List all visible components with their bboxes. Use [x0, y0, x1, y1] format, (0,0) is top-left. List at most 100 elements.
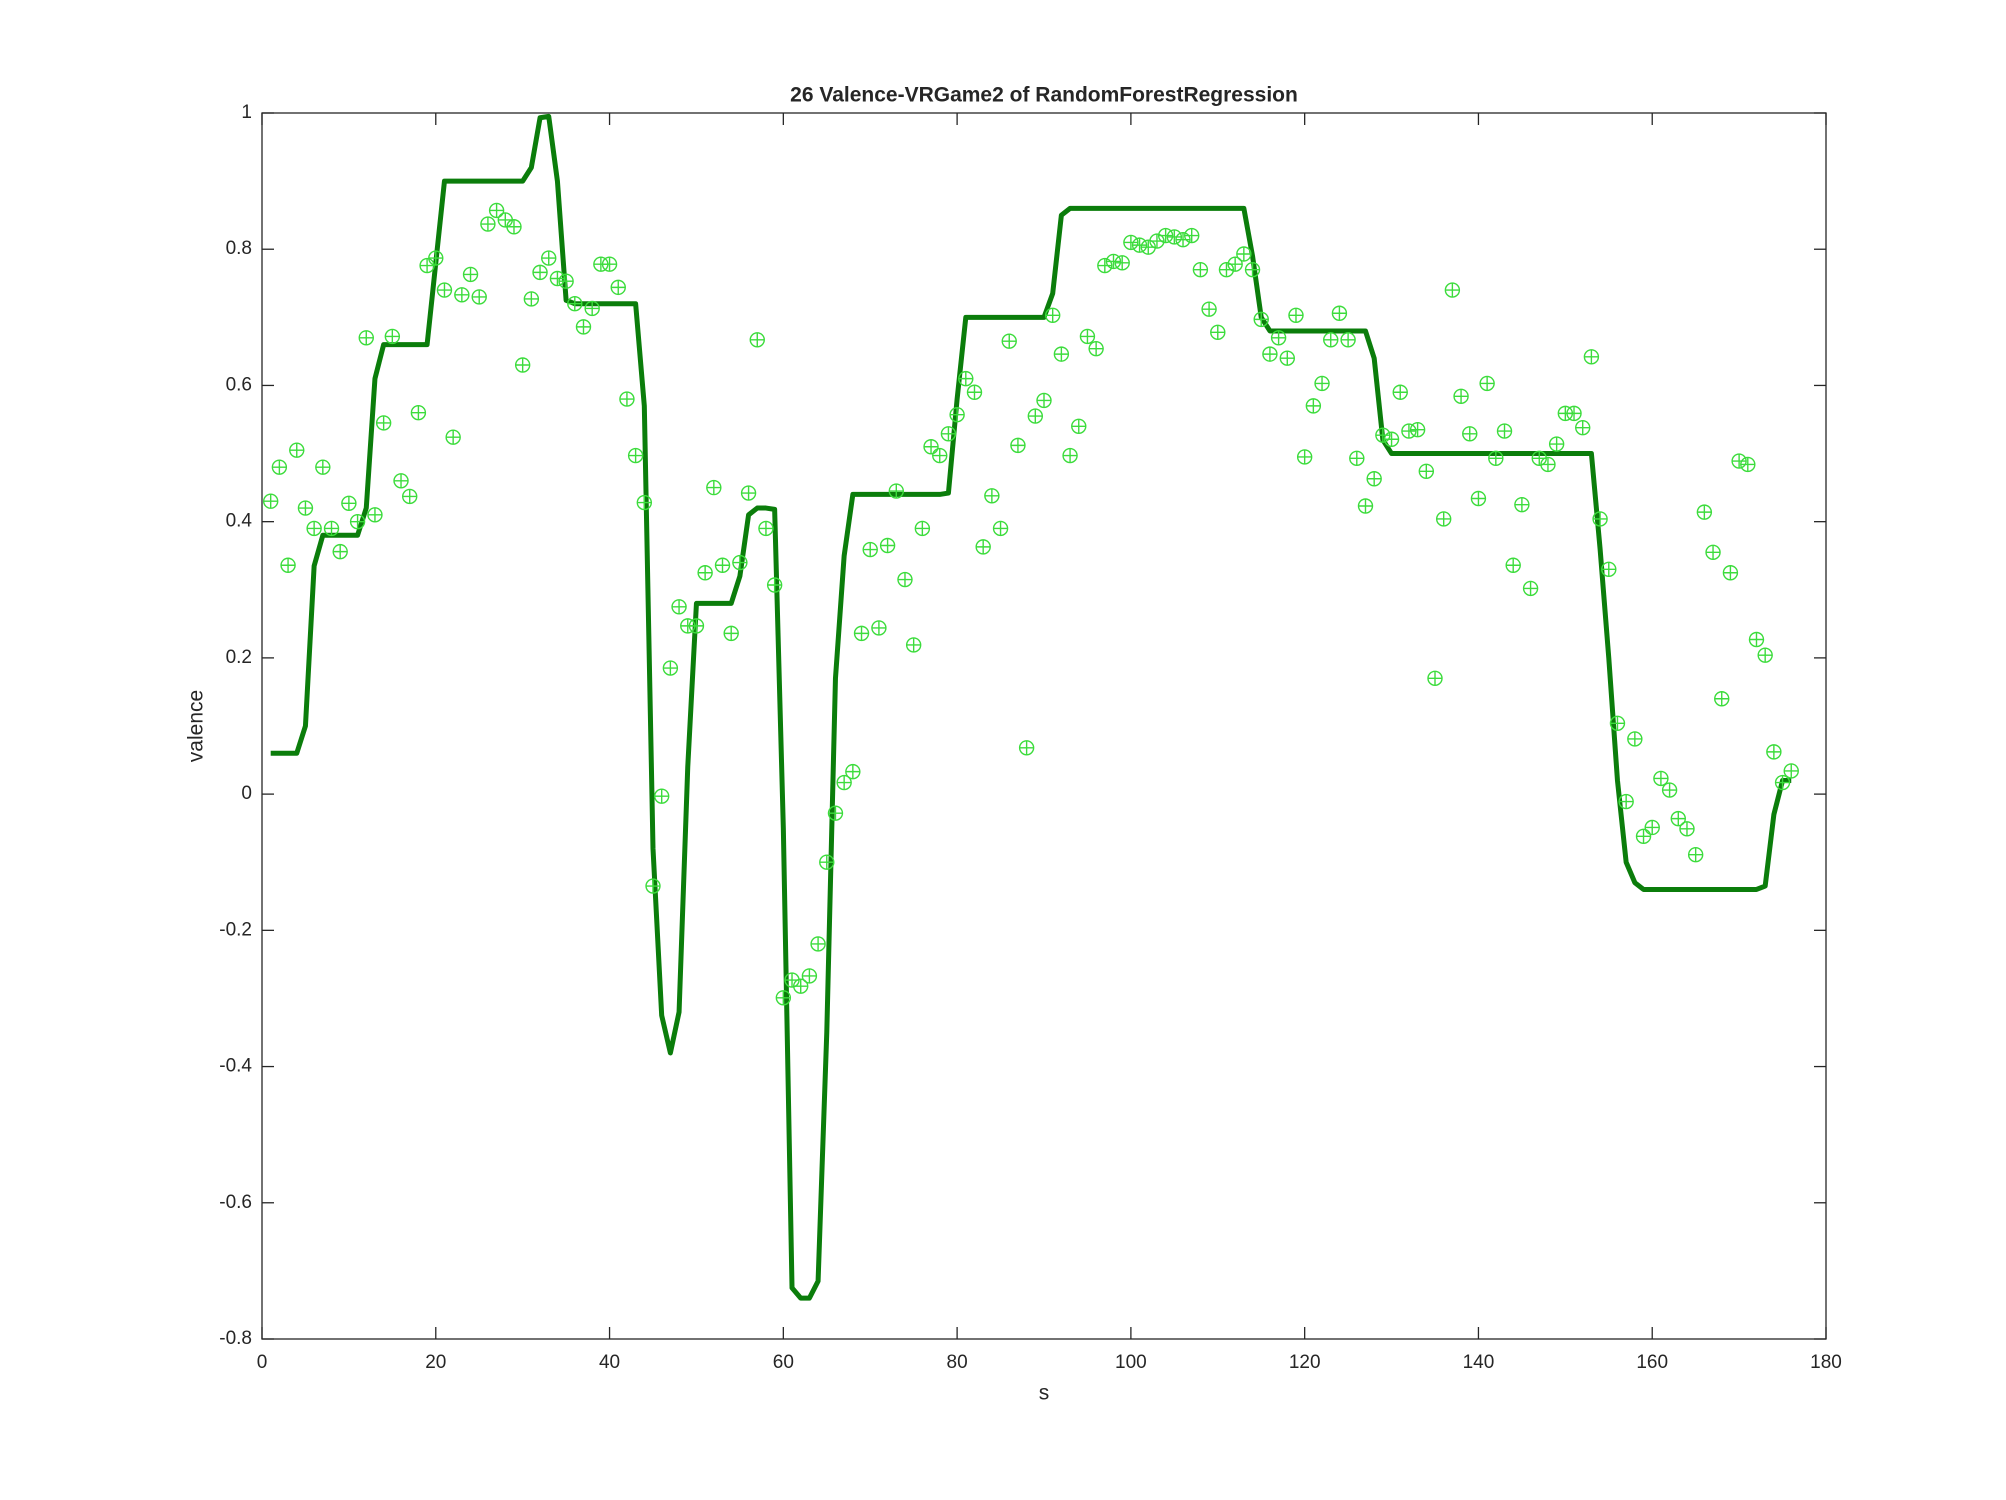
marker-plus: [715, 558, 730, 573]
scatter-point: [1236, 246, 1252, 262]
marker-plus: [750, 332, 765, 347]
scatter-point: [280, 557, 296, 573]
marker-plus: [1653, 771, 1668, 786]
marker-plus: [567, 296, 582, 311]
scatter-point: [410, 404, 427, 421]
scatter-point: [358, 330, 374, 346]
marker-plus: [663, 661, 678, 676]
marker-plus: [602, 257, 617, 272]
scatter-point: [897, 571, 913, 588]
marker-plus: [924, 439, 939, 454]
marker-plus: [1262, 347, 1277, 362]
scatter-point: [1401, 423, 1417, 439]
marker-plus: [672, 599, 687, 614]
scatter-point: [836, 774, 852, 791]
scatter-point: [1618, 793, 1634, 810]
marker-plus: [489, 203, 504, 218]
scatter-point: [1088, 340, 1104, 357]
y-tick-label: 0.2: [226, 647, 252, 668]
scatter-point: [1270, 330, 1287, 346]
scatter-point: [1053, 346, 1070, 362]
marker-plus: [889, 484, 904, 499]
scatter-point: [697, 565, 713, 581]
marker-plus: [1706, 545, 1721, 560]
marker-plus: [1236, 246, 1251, 261]
scatter-point: [419, 257, 435, 274]
scatter-point: [601, 256, 618, 272]
x-tick-label: 60: [773, 1352, 794, 1373]
scatter-point: [688, 618, 705, 634]
marker-plus: [533, 265, 548, 280]
scatter-point: [289, 442, 305, 458]
plot-frame: [261, 112, 1827, 1340]
marker-plus: [1601, 562, 1616, 577]
marker-plus: [724, 626, 739, 641]
marker-plus: [506, 219, 521, 234]
marker-plus: [950, 407, 965, 422]
marker-plus: [541, 251, 556, 266]
scatter-point: [532, 264, 548, 281]
scatter-point: [671, 599, 687, 615]
scatter-point: [1653, 770, 1669, 787]
scatter-point: [819, 854, 835, 870]
scatter-point: [1349, 450, 1365, 467]
marker-plus: [1401, 424, 1416, 439]
marker-plus: [1567, 406, 1582, 421]
marker-plus: [1358, 499, 1373, 514]
marker-plus: [1645, 820, 1660, 835]
marker-plus: [1454, 389, 1469, 404]
marker-plus: [1410, 422, 1425, 437]
marker-plus: [1462, 426, 1477, 441]
scatter-point: [402, 488, 418, 505]
scatter-point: [662, 660, 679, 676]
scatter-point: [1427, 670, 1443, 687]
scatter-point: [436, 282, 453, 298]
x-tick-label: 140: [1463, 1352, 1495, 1373]
marker-plus: [828, 806, 843, 821]
marker-plus: [1115, 255, 1130, 270]
scatter-point: [871, 620, 887, 636]
scatter-point: [740, 485, 757, 501]
scatter-point: [1418, 463, 1435, 479]
scatter-point: [428, 250, 444, 266]
marker-plus: [845, 764, 860, 779]
marker-plus: [1662, 783, 1677, 798]
scatter-point: [610, 279, 626, 296]
marker-plus: [1158, 228, 1173, 243]
scatter-point: [1488, 450, 1504, 467]
marker-plus: [1497, 424, 1512, 439]
marker-plus: [463, 267, 478, 282]
marker-plus: [1471, 491, 1486, 506]
scatter-point: [1062, 447, 1078, 464]
marker-plus: [515, 358, 530, 373]
scatter-point: [723, 625, 739, 642]
scatter-point: [888, 483, 904, 499]
marker-plus: [394, 473, 409, 488]
scatter-point: [1722, 565, 1739, 581]
chart-title: 26 Valence-VRGame2 of RandomForestRegres…: [790, 84, 1298, 107]
marker-plus: [793, 979, 808, 994]
scatter-point: [1435, 511, 1452, 527]
scatter-point: [445, 429, 461, 445]
marker-plus: [1714, 691, 1729, 706]
marker-plus: [1132, 238, 1147, 253]
marker-plus: [1193, 262, 1208, 277]
scatter-point: [775, 990, 792, 1006]
marker-plus: [1679, 821, 1694, 836]
marker-plus: [367, 507, 382, 522]
scatter-point: [1262, 346, 1278, 362]
scatter-point: [636, 494, 653, 511]
marker-plus: [984, 488, 999, 503]
marker-plus: [871, 620, 886, 635]
marker-plus: [281, 558, 296, 573]
scatter-point: [627, 447, 644, 464]
scatter-point: [1714, 691, 1730, 707]
scatter-point: [1462, 426, 1478, 442]
marker-plus: [758, 521, 773, 536]
marker-plus: [1593, 511, 1608, 526]
marker-plus: [619, 392, 634, 407]
marker-plus: [1393, 385, 1408, 400]
scatter-point: [1679, 821, 1695, 837]
marker-plus: [1063, 448, 1078, 463]
